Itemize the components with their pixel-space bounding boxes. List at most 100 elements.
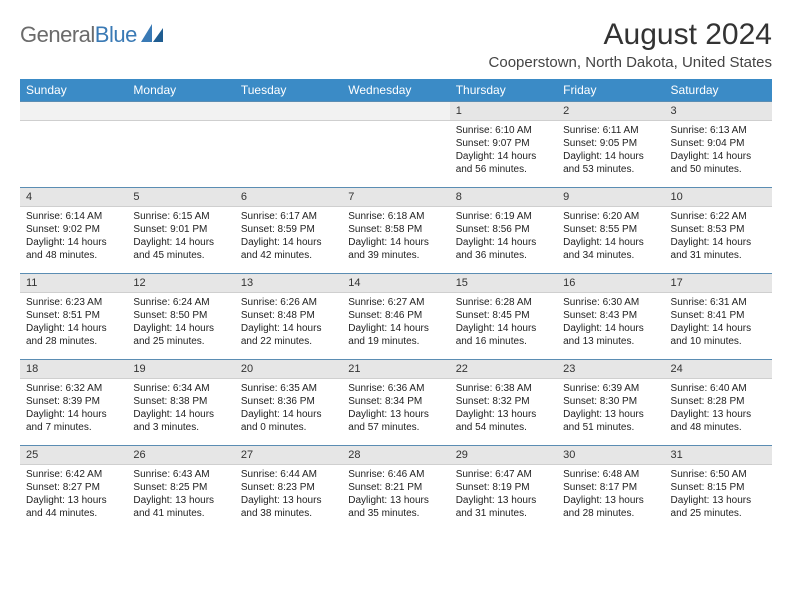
calendar-day-cell: 14Sunrise: 6:27 AMSunset: 8:46 PMDayligh… <box>342 273 449 359</box>
day-number: 31 <box>665 445 772 465</box>
calendar-day-cell: 22Sunrise: 6:38 AMSunset: 8:32 PMDayligh… <box>450 359 557 445</box>
daylight-line: Daylight: 13 hours and 38 minutes. <box>241 494 336 520</box>
calendar-day-cell: 25Sunrise: 6:42 AMSunset: 8:27 PMDayligh… <box>20 445 127 531</box>
calendar-day-cell: 6Sunrise: 6:17 AMSunset: 8:59 PMDaylight… <box>235 187 342 273</box>
sunrise-line: Sunrise: 6:10 AM <box>456 124 551 137</box>
sunset-line: Sunset: 8:38 PM <box>133 395 228 408</box>
sunrise-line: Sunrise: 6:42 AM <box>26 468 121 481</box>
weekday-header: Sunday <box>20 79 127 101</box>
sunset-line: Sunset: 8:28 PM <box>671 395 766 408</box>
sunset-line: Sunset: 8:19 PM <box>456 481 551 494</box>
daylight-line: Daylight: 13 hours and 31 minutes. <box>456 494 551 520</box>
day-number: 1 <box>450 101 557 121</box>
daylight-line: Daylight: 14 hours and 28 minutes. <box>26 322 121 348</box>
sunset-line: Sunset: 8:15 PM <box>671 481 766 494</box>
sunrise-line: Sunrise: 6:36 AM <box>348 382 443 395</box>
daylight-line: Daylight: 13 hours and 51 minutes. <box>563 408 658 434</box>
sunset-line: Sunset: 8:21 PM <box>348 481 443 494</box>
sunrise-line: Sunrise: 6:50 AM <box>671 468 766 481</box>
calendar-day-cell: 31Sunrise: 6:50 AMSunset: 8:15 PMDayligh… <box>665 445 772 531</box>
daylight-line: Daylight: 13 hours and 25 minutes. <box>671 494 766 520</box>
calendar-day-cell: 4Sunrise: 6:14 AMSunset: 9:02 PMDaylight… <box>20 187 127 273</box>
day-details: Sunrise: 6:20 AMSunset: 8:55 PMDaylight:… <box>557 207 664 266</box>
sunset-line: Sunset: 9:02 PM <box>26 223 121 236</box>
sunrise-line: Sunrise: 6:35 AM <box>241 382 336 395</box>
sunrise-line: Sunrise: 6:32 AM <box>26 382 121 395</box>
daylight-line: Daylight: 14 hours and 36 minutes. <box>456 236 551 262</box>
calendar-day-cell: 24Sunrise: 6:40 AMSunset: 8:28 PMDayligh… <box>665 359 772 445</box>
daylight-line: Daylight: 13 hours and 57 minutes. <box>348 408 443 434</box>
day-details: Sunrise: 6:14 AMSunset: 9:02 PMDaylight:… <box>20 207 127 266</box>
weekday-header: Monday <box>127 79 234 101</box>
day-number: 3 <box>665 101 772 121</box>
day-number: 26 <box>127 445 234 465</box>
calendar-day-cell: 11Sunrise: 6:23 AMSunset: 8:51 PMDayligh… <box>20 273 127 359</box>
daylight-line: Daylight: 14 hours and 50 minutes. <box>671 150 766 176</box>
daylight-line: Daylight: 14 hours and 22 minutes. <box>241 322 336 348</box>
sunrise-line: Sunrise: 6:14 AM <box>26 210 121 223</box>
calendar-day-cell: 9Sunrise: 6:20 AMSunset: 8:55 PMDaylight… <box>557 187 664 273</box>
day-number: 2 <box>557 101 664 121</box>
day-number: 28 <box>342 445 449 465</box>
daylight-line: Daylight: 14 hours and 31 minutes. <box>671 236 766 262</box>
calendar-day-cell: 20Sunrise: 6:35 AMSunset: 8:36 PMDayligh… <box>235 359 342 445</box>
sunset-line: Sunset: 8:58 PM <box>348 223 443 236</box>
daylight-line: Daylight: 13 hours and 28 minutes. <box>563 494 658 520</box>
sunset-line: Sunset: 8:23 PM <box>241 481 336 494</box>
calendar-day-cell: 30Sunrise: 6:48 AMSunset: 8:17 PMDayligh… <box>557 445 664 531</box>
calendar-table: SundayMondayTuesdayWednesdayThursdayFrid… <box>20 79 772 531</box>
sunrise-line: Sunrise: 6:19 AM <box>456 210 551 223</box>
sunset-line: Sunset: 8:17 PM <box>563 481 658 494</box>
day-details: Sunrise: 6:43 AMSunset: 8:25 PMDaylight:… <box>127 465 234 524</box>
day-number: 6 <box>235 187 342 207</box>
calendar-day-cell: 27Sunrise: 6:44 AMSunset: 8:23 PMDayligh… <box>235 445 342 531</box>
sunrise-line: Sunrise: 6:18 AM <box>348 210 443 223</box>
daylight-line: Daylight: 14 hours and 16 minutes. <box>456 322 551 348</box>
sunrise-line: Sunrise: 6:27 AM <box>348 296 443 309</box>
day-details: Sunrise: 6:47 AMSunset: 8:19 PMDaylight:… <box>450 465 557 524</box>
day-number: 17 <box>665 273 772 293</box>
calendar-day-cell: 13Sunrise: 6:26 AMSunset: 8:48 PMDayligh… <box>235 273 342 359</box>
day-details: Sunrise: 6:22 AMSunset: 8:53 PMDaylight:… <box>665 207 772 266</box>
day-number: 16 <box>557 273 664 293</box>
day-details: Sunrise: 6:50 AMSunset: 8:15 PMDaylight:… <box>665 465 772 524</box>
sunrise-line: Sunrise: 6:13 AM <box>671 124 766 137</box>
day-number: 25 <box>20 445 127 465</box>
calendar-day-cell: 18Sunrise: 6:32 AMSunset: 8:39 PMDayligh… <box>20 359 127 445</box>
sunrise-line: Sunrise: 6:30 AM <box>563 296 658 309</box>
daylight-line: Daylight: 13 hours and 44 minutes. <box>26 494 121 520</box>
sunset-line: Sunset: 8:34 PM <box>348 395 443 408</box>
day-details: Sunrise: 6:17 AMSunset: 8:59 PMDaylight:… <box>235 207 342 266</box>
sunset-line: Sunset: 8:43 PM <box>563 309 658 322</box>
calendar-day-cell <box>235 101 342 187</box>
sunset-line: Sunset: 8:25 PM <box>133 481 228 494</box>
sunset-line: Sunset: 8:30 PM <box>563 395 658 408</box>
day-number: 12 <box>127 273 234 293</box>
day-number: 5 <box>127 187 234 207</box>
day-details: Sunrise: 6:10 AMSunset: 9:07 PMDaylight:… <box>450 121 557 180</box>
calendar-day-cell: 3Sunrise: 6:13 AMSunset: 9:04 PMDaylight… <box>665 101 772 187</box>
day-details: Sunrise: 6:36 AMSunset: 8:34 PMDaylight:… <box>342 379 449 438</box>
sunrise-line: Sunrise: 6:47 AM <box>456 468 551 481</box>
daylight-line: Daylight: 14 hours and 48 minutes. <box>26 236 121 262</box>
sunset-line: Sunset: 8:50 PM <box>133 309 228 322</box>
daylight-line: Daylight: 14 hours and 10 minutes. <box>671 322 766 348</box>
day-details: Sunrise: 6:18 AMSunset: 8:58 PMDaylight:… <box>342 207 449 266</box>
day-details: Sunrise: 6:48 AMSunset: 8:17 PMDaylight:… <box>557 465 664 524</box>
daylight-line: Daylight: 13 hours and 41 minutes. <box>133 494 228 520</box>
sunrise-line: Sunrise: 6:38 AM <box>456 382 551 395</box>
calendar-body: 1Sunrise: 6:10 AMSunset: 9:07 PMDaylight… <box>20 101 772 531</box>
daylight-line: Daylight: 14 hours and 0 minutes. <box>241 408 336 434</box>
sunset-line: Sunset: 8:56 PM <box>456 223 551 236</box>
sunrise-line: Sunrise: 6:15 AM <box>133 210 228 223</box>
header: GeneralBlue August 2024 Cooperstown, Nor… <box>20 18 772 71</box>
day-number: 27 <box>235 445 342 465</box>
day-number: 29 <box>450 445 557 465</box>
day-number: 30 <box>557 445 664 465</box>
calendar-week-row: 4Sunrise: 6:14 AMSunset: 9:02 PMDaylight… <box>20 187 772 273</box>
sunset-line: Sunset: 8:55 PM <box>563 223 658 236</box>
day-number: 23 <box>557 359 664 379</box>
calendar-day-cell: 12Sunrise: 6:24 AMSunset: 8:50 PMDayligh… <box>127 273 234 359</box>
day-details: Sunrise: 6:15 AMSunset: 9:01 PMDaylight:… <box>127 207 234 266</box>
weekday-header: Wednesday <box>342 79 449 101</box>
